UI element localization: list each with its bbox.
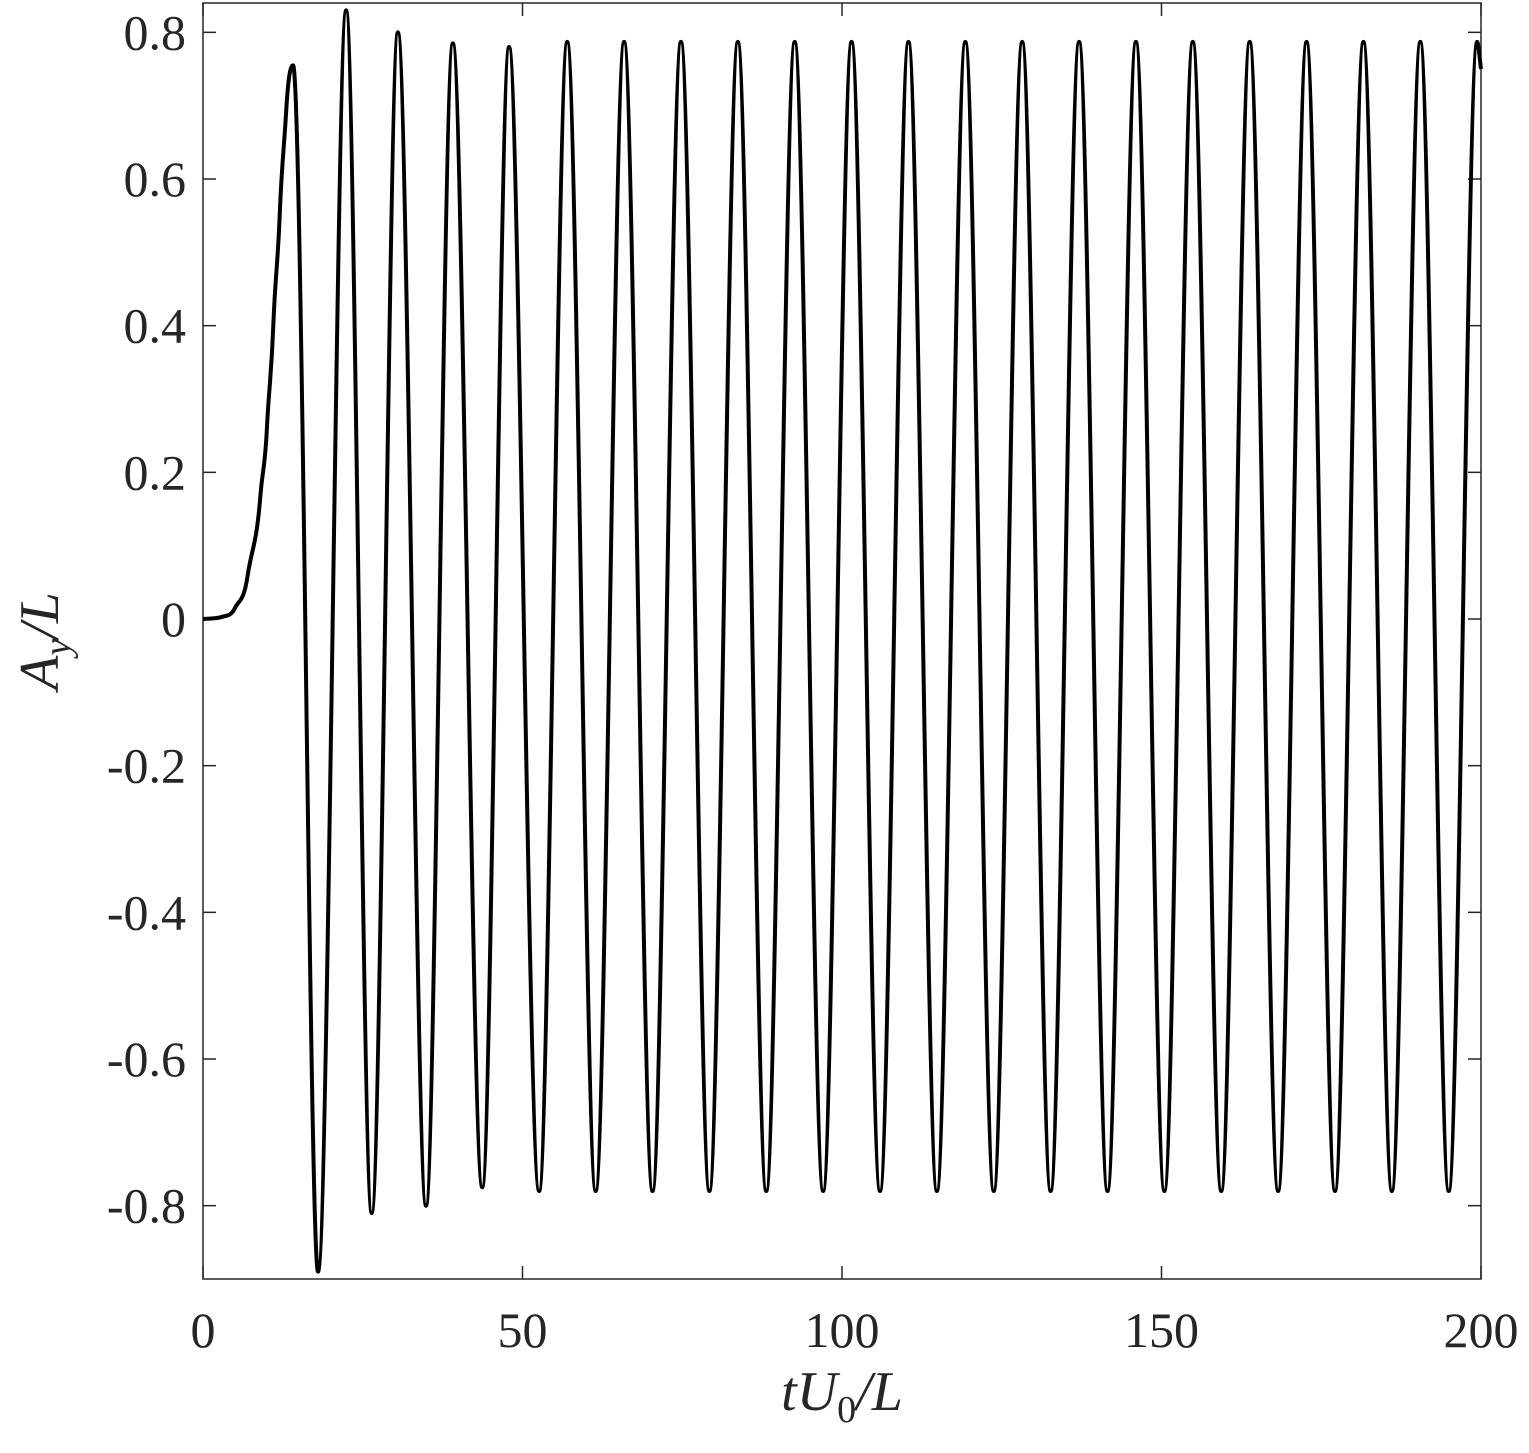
x-tick-label: 100 xyxy=(805,1302,880,1358)
x-tick-label: 150 xyxy=(1124,1302,1199,1358)
y-tick-label: -0.4 xyxy=(107,884,186,940)
y-tick-label: 0 xyxy=(161,591,186,647)
x-tick-label: 0 xyxy=(191,1302,216,1358)
y-tick-label: 0.8 xyxy=(124,4,187,60)
y-axis-label: Ay/L xyxy=(9,592,79,694)
x-tick-label: 200 xyxy=(1444,1302,1519,1358)
y-tick-label: 0.6 xyxy=(124,151,187,207)
x-tick-label: 50 xyxy=(498,1302,548,1358)
plot-frame xyxy=(202,2,1482,1280)
y-label-part: /L xyxy=(9,592,71,642)
y-tick-label: -0.2 xyxy=(107,738,186,794)
y-label-part: A xyxy=(9,655,71,694)
y-tick-label: 0.4 xyxy=(124,298,187,354)
y-tick-label: -0.8 xyxy=(107,1178,186,1234)
y-tick-label: -0.6 xyxy=(107,1031,186,1087)
x-label-sub: 0 xyxy=(837,1389,856,1431)
x-axis-label: tU0/L xyxy=(781,1361,903,1431)
x-label-part: /L xyxy=(853,1361,903,1423)
x-label-part: tU xyxy=(781,1361,841,1423)
y-label-sub: y xyxy=(37,639,79,660)
y-tick-label: 0.2 xyxy=(124,444,187,500)
data-line xyxy=(202,8,1483,1274)
